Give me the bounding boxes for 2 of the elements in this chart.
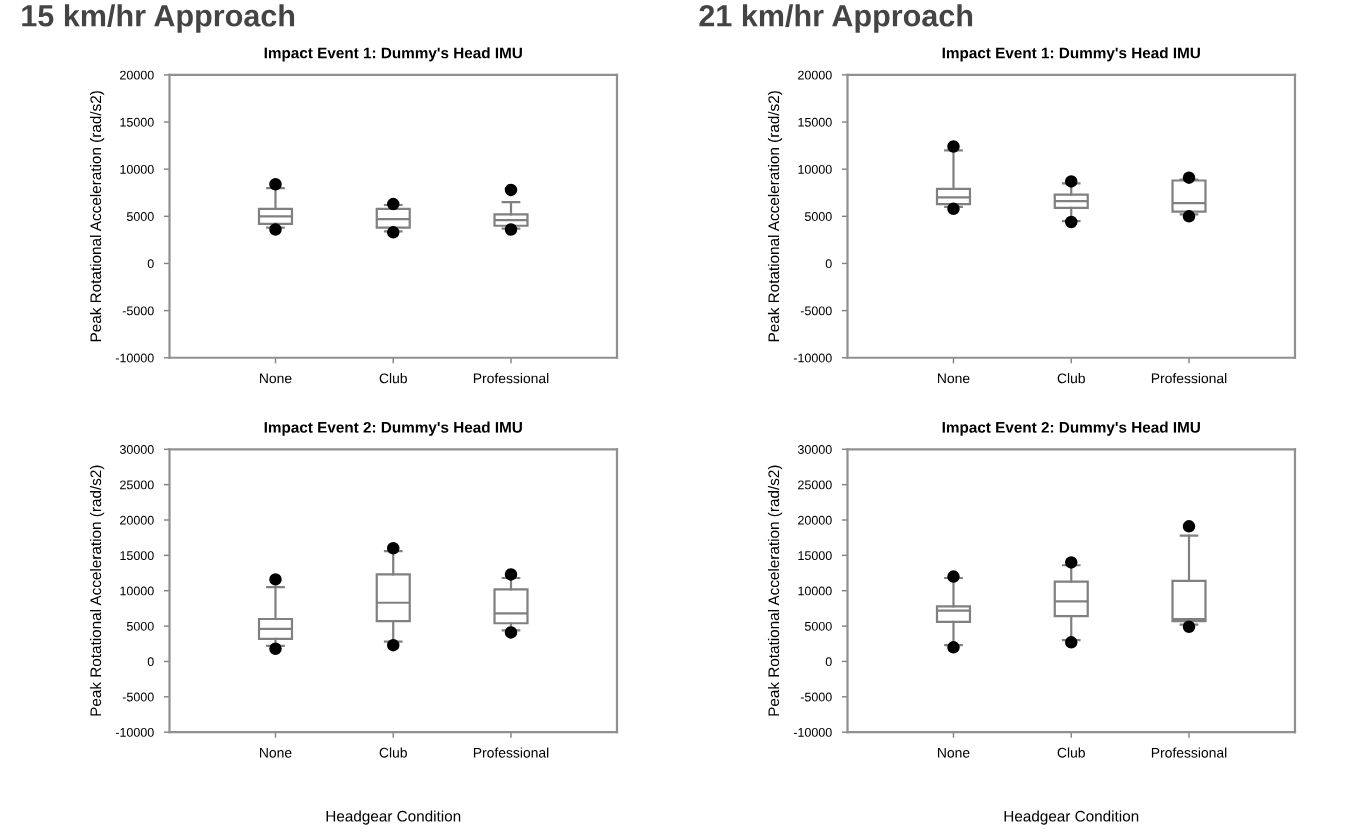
text: 21 km/hr Approach (699, 4, 973, 33)
text: 15 km/hr Approach (22, 4, 295, 33)
